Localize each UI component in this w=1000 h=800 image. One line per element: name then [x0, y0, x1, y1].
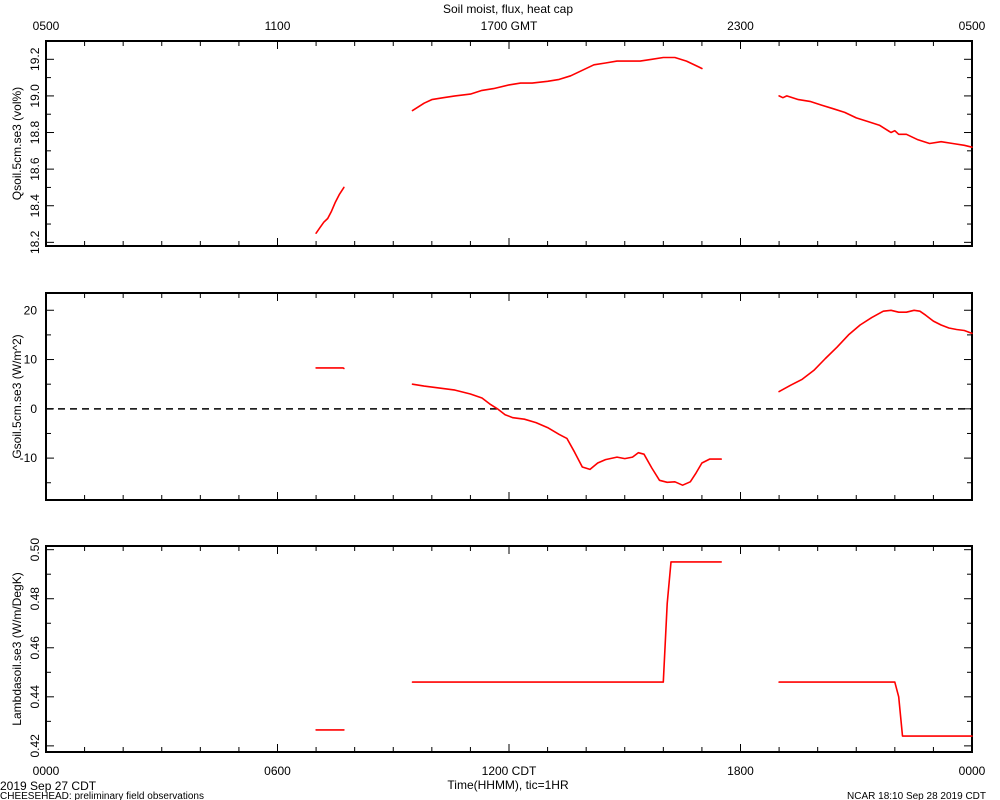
- top-tick-label: 2300: [727, 19, 754, 33]
- bottom-tick-label: 0000: [959, 764, 986, 778]
- series-line-segment: [778, 309, 973, 393]
- y-tick-label: 0: [30, 402, 37, 416]
- y-tick-label: 0.48: [28, 587, 42, 611]
- series-line-segment: [411, 56, 703, 112]
- y-tick-label: 20: [24, 303, 38, 317]
- y-tick-label: 18.2: [28, 230, 42, 254]
- bottom-tick-label: 1200 CDT: [482, 764, 537, 778]
- bottom-tick-label: 0600: [264, 764, 291, 778]
- y-axis-title: Gsoil.5cm.se3 (W/m^2): [10, 334, 24, 458]
- top-tick-label: 0500: [33, 19, 60, 33]
- top-tick-label: 1700 GMT: [481, 19, 538, 33]
- panel-frame: [45, 292, 973, 501]
- series-line-segment: [315, 367, 345, 370]
- y-tick-label: 0.42: [28, 734, 42, 758]
- y-tick-label: 18.8: [28, 121, 42, 145]
- y-axis-title: Qsoil.5cm.se3 (vol%): [10, 87, 24, 200]
- y-tick-label: 10: [24, 353, 38, 367]
- bottom-tick-label: 1800: [727, 764, 754, 778]
- y-tick-label: 0.50: [28, 538, 42, 562]
- y-tick-label: 19.0: [28, 84, 42, 108]
- y-axis-title: Lambdasoil.se3 (W/m/DegK): [10, 572, 24, 725]
- footer-stamp: NCAR 18:10 Sep 28 2019 CDT: [847, 791, 986, 800]
- chart-title: Soil moist, flux, heat cap: [443, 2, 573, 16]
- top-tick-label: 0500: [959, 19, 986, 33]
- chart-panel-1: 18.2 18.4 18.6 18.8 19.0 19.2 Qsoil.5cm.se3 (v…: [10, 40, 973, 254]
- series-line-segment: [411, 383, 722, 486]
- series-line-segment: [315, 186, 345, 234]
- bottom-tick-label: 0000: [33, 764, 60, 778]
- series-line-segment: [411, 561, 722, 683]
- y-tick-label: 0.46: [28, 636, 42, 660]
- panel-frame: [45, 40, 973, 247]
- top-tick-label: 1100: [265, 19, 291, 33]
- chart-panel-3: 0.42 0.44 0.46 0.48 0.50 Lambdasoil.se3 (W/m/…: [10, 538, 973, 758]
- footer-project-label: CHEESEHEAD: preliminary field observatio…: [0, 791, 204, 800]
- panel-frame: [45, 545, 973, 753]
- footer-date-label: 2019 Sep 27 CDT: [0, 779, 97, 793]
- y-tick-label: -10: [20, 451, 38, 465]
- bottom-time-axis: 0000 0600 1200 CDT 1800 0000: [33, 764, 986, 778]
- x-axis-title: Time(HHMM), tic=1HR: [447, 778, 569, 792]
- series-line-segment: [778, 681, 973, 737]
- series-line-segment: [778, 95, 973, 148]
- chart-panels: 18.2 18.4 18.6 18.8 19.0 19.2 Qsoil.5cm.se3 (v…: [10, 40, 973, 758]
- y-tick-label: 18.6: [28, 157, 42, 181]
- y-tick-label: 19.2: [28, 47, 42, 71]
- y-tick-label: 0.44: [28, 685, 42, 709]
- top-time-axis: 0500 1100 1700 GMT 2300 0500: [33, 19, 986, 33]
- y-tick-label: 18.4: [28, 194, 42, 218]
- chart-panel-2: -10 0 10 20 Gsoil.5cm.se3 (W/m^2): [10, 292, 973, 501]
